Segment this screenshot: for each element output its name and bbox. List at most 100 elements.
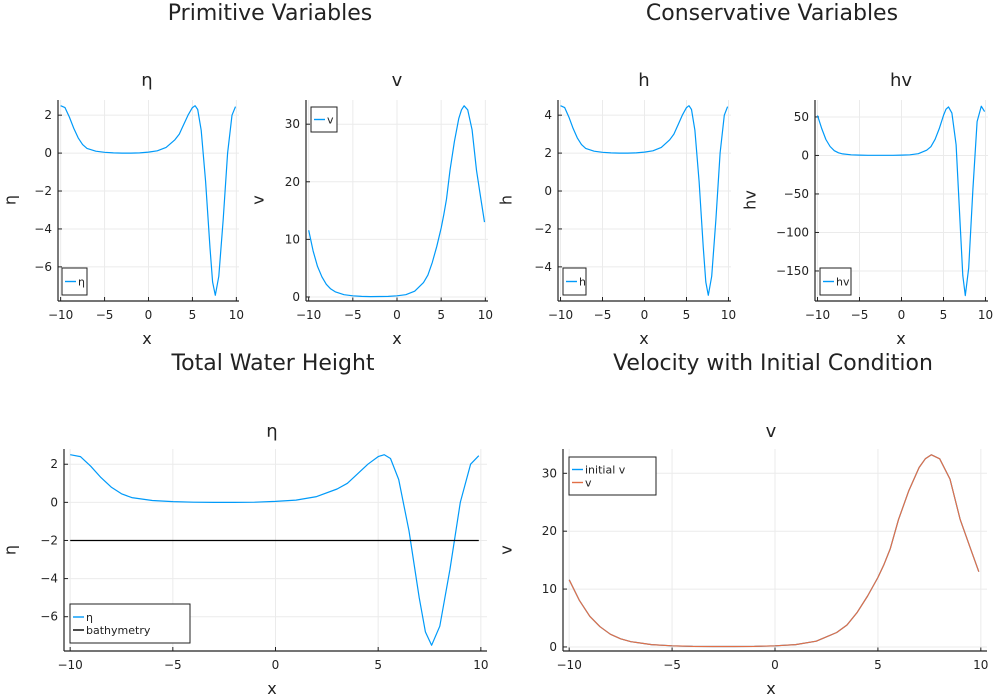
legend-label: h [579,276,586,289]
y-tick-label: 4 [544,108,552,122]
y-tick-label: 30 [285,117,300,131]
group-title-total-water-height: Total Water Height [170,351,374,376]
y-tick-label: 10 [285,232,300,246]
series-line-η [60,105,237,296]
legend-box [819,267,852,296]
legend: hv [819,267,852,296]
y-tick-label: 2 [44,108,52,122]
y-tick-label: 0 [549,640,557,654]
y-axis-label: v [497,545,516,554]
subplot-title: v [766,421,777,442]
y-tick-label: 2 [50,457,58,471]
x-axis-label: x [639,329,648,348]
subplot-title: η [266,421,277,442]
subplot-title: h [638,70,649,91]
y-tick-label: 10 [542,582,557,596]
y-tick-label: −4 [534,260,552,274]
x-tick-label: 5 [437,308,445,322]
series-line-v [308,105,486,298]
y-tick-label: 50 [794,110,809,124]
legend-label: initial v [585,464,626,477]
y-tick-label: −6 [34,260,52,274]
y-tick-label: −2 [34,184,52,198]
subplot-1: −10 −5 0 5 10 2 0 −2 −4 −6 η x η η [1,70,245,348]
x-tick-label: −5 [594,308,612,322]
x-tick-label: 5 [374,658,382,672]
y-tick-label: 30 [542,466,557,480]
legend-label: hv [836,276,850,289]
x-tick-label: 0 [272,658,280,672]
subplot-3: −10 −5 0 5 10 4 2 0 −2 −4 h x h h [497,70,737,348]
x-tick-label: 0 [771,658,779,672]
legend: initial vv [568,456,657,496]
x-tick-label: 5 [189,308,197,322]
y-axis-label: η [1,195,20,205]
y-tick-label: 0 [544,184,552,198]
y-tick-label: −50 [784,187,809,201]
y-tick-label: −2 [534,222,552,236]
x-tick-label: 5 [683,308,691,322]
y-tick-label: −4 [34,222,52,236]
y-tick-label: 0 [44,146,52,160]
y-tick-label: 20 [285,175,300,189]
x-tick-label: 0 [145,308,153,322]
subplot-title: hv [890,70,912,91]
y-tick-label: 0 [801,148,809,162]
group-title-primitive: Primitive Variables [168,1,372,26]
y-tick-label: 0 [292,290,300,304]
group-title-conservative: Conservative Variables [646,1,898,26]
y-axis-label: v [249,195,268,204]
x-tick-label: −10 [548,308,573,322]
y-tick-label: −150 [776,264,809,278]
y-tick-label: 0 [50,495,58,509]
x-tick-label: 10 [229,308,244,322]
x-tick-label: 0 [898,308,906,322]
series-line-η [70,454,480,646]
y-tick-label: −2 [40,533,58,547]
subplot-2: −10 −5 0 5 10 0 10 20 30 v x v v [249,70,493,348]
group-title-velocity: Velocity with Initial Condition [613,351,933,376]
x-axis-label: x [766,679,775,698]
legend-box [69,603,191,644]
x-axis-label: x [392,329,401,348]
x-tick-label: −5 [663,658,681,672]
y-tick-label: 20 [542,524,557,538]
x-tick-label: −5 [96,308,114,322]
legend-box [568,456,657,496]
y-tick-label: 2 [544,146,552,160]
y-tick-label: −100 [776,225,809,239]
y-axis-label: h [497,195,516,205]
x-tick-label: 10 [978,308,993,322]
legend-label: v [585,477,592,490]
legend-label: bathymetry [86,624,151,637]
y-tick-label: −4 [40,572,58,586]
y-tick-label: −6 [40,610,58,624]
x-tick-label: 5 [874,658,882,672]
x-tick-label: 0 [641,308,649,322]
x-tick-label: −10 [557,658,582,672]
legend: v [310,106,338,133]
x-tick-label: −10 [805,308,830,322]
subplot-title: v [392,70,403,91]
legend-label: η [86,611,93,624]
x-tick-label: 10 [478,308,493,322]
x-tick-label: −5 [344,308,362,322]
x-axis-label: x [142,329,151,348]
y-axis-label: hv [741,190,760,210]
series-line-h [560,105,729,296]
legend: h [562,267,587,296]
series-line-hv [816,105,986,297]
x-tick-label: 0 [393,308,401,322]
x-tick-label: 10 [721,308,736,322]
y-axis-label: η [1,545,20,555]
legend-label: v [327,114,334,127]
x-axis-label: x [267,679,276,698]
x-tick-label: −10 [57,658,82,672]
x-axis-label: x [896,329,905,348]
